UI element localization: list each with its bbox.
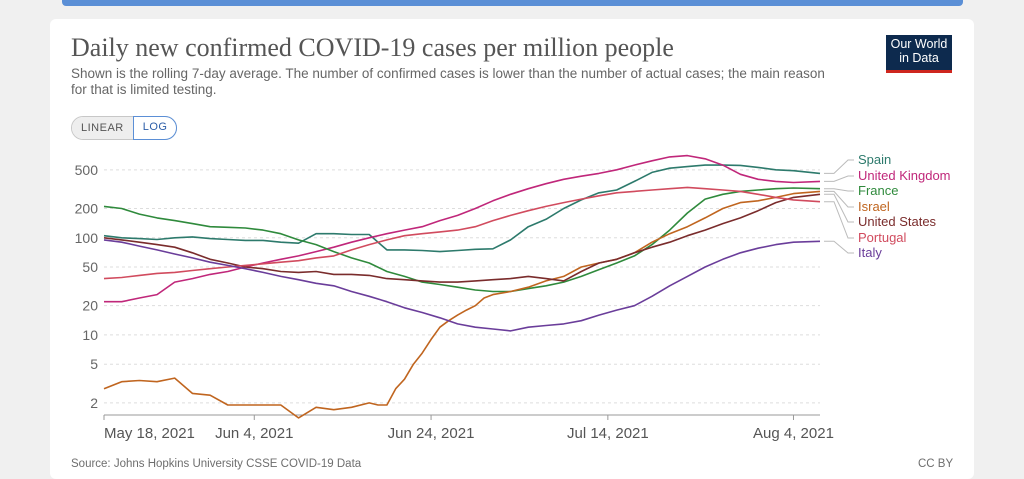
y-tick-label: 20 — [82, 298, 98, 314]
owid-logo[interactable]: Our World in Data — [886, 35, 952, 73]
legend-connector-israel — [824, 190, 854, 208]
log-scale-button[interactable]: LOG — [132, 116, 178, 140]
legend-label-france: France — [858, 183, 898, 198]
legend-connector-united-states — [824, 193, 854, 223]
chart-subtitle: Shown is the rolling 7-day average. The … — [71, 66, 825, 97]
legend-label-spain: Spain — [858, 152, 891, 167]
y-tick-label: 500 — [75, 162, 99, 178]
legend-label-united-states: United States — [858, 214, 937, 229]
legend-connector-portugal — [824, 201, 854, 239]
series-line-spain — [103, 164, 821, 253]
legend-connector-spain — [824, 159, 854, 174]
legend-connector-united-kingdom — [824, 175, 854, 182]
legend-label-italy: Italy — [858, 245, 882, 260]
scale-toggle: LINEAR LOG — [71, 116, 178, 140]
x-tick-label: Aug 4, 2021 — [753, 425, 834, 442]
legend-connector-italy — [824, 240, 854, 254]
legend-label-portugal: Portugal — [858, 230, 907, 245]
y-tick-label: 200 — [75, 201, 99, 217]
x-tick-label: May 18, 2021 — [104, 425, 195, 442]
source-note[interactable]: Source: Johns Hopkins University CSSE CO… — [71, 458, 362, 470]
legend-label-united-kingdom: United Kingdom — [858, 168, 951, 183]
y-tick-label: 5 — [90, 356, 98, 372]
y-tick-label: 10 — [82, 327, 98, 343]
x-tick-label: Jun 24, 2021 — [388, 425, 475, 442]
linear-scale-button[interactable]: LINEAR — [72, 117, 133, 139]
x-tick-label: Jun 4, 2021 — [215, 425, 293, 442]
y-tick-label: 100 — [75, 230, 99, 246]
logo-line-2: in Data — [899, 51, 939, 65]
x-tick-label: Jul 14, 2021 — [567, 425, 649, 442]
series-line-italy — [103, 239, 821, 332]
series-line-portugal — [103, 186, 821, 280]
y-tick-label: 50 — [82, 259, 98, 275]
legend-label-israel: Israel — [858, 199, 890, 214]
license-link[interactable]: CC BY — [918, 458, 954, 470]
top-accent-bar — [62, 0, 963, 6]
series-line-israel — [103, 190, 821, 419]
chart-card — [50, 19, 974, 479]
series-line-united-states — [103, 193, 821, 283]
logo-line-1: Our World — [890, 37, 948, 51]
legend-connector-france — [824, 188, 854, 192]
chart-title: Daily new confirmed COVID-19 cases per m… — [71, 33, 674, 62]
series-line-united-kingdom — [104, 154, 821, 303]
series-line-france — [103, 187, 821, 293]
y-tick-label: 2 — [90, 395, 98, 411]
